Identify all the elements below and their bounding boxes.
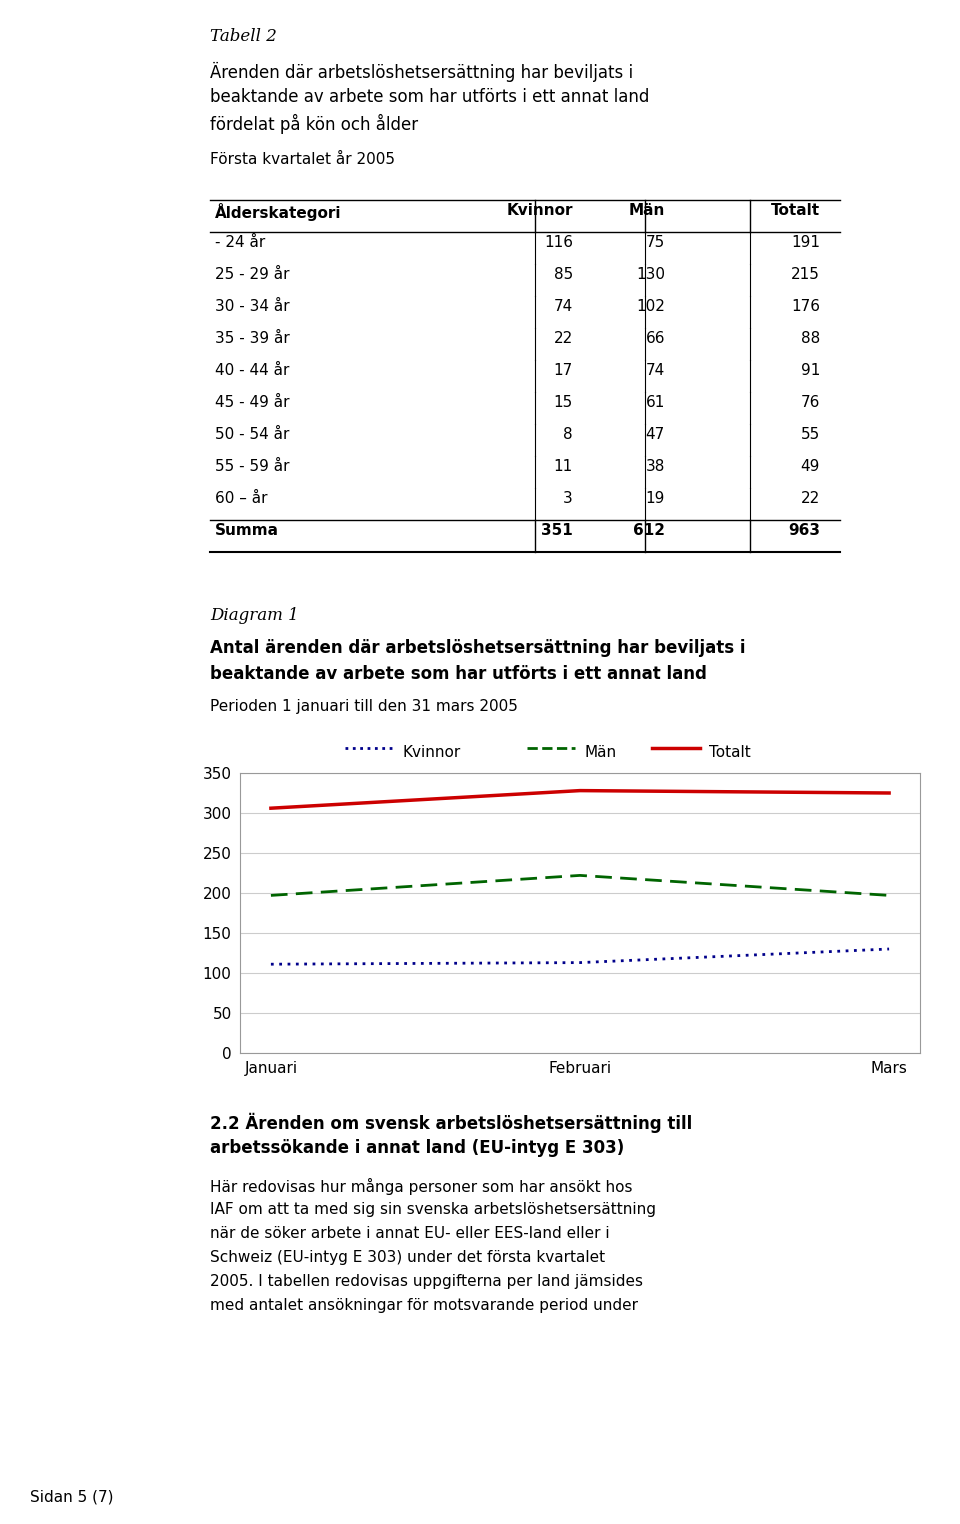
Text: 963: 963 [788, 523, 820, 538]
Text: 17: 17 [554, 363, 573, 378]
Text: 3: 3 [564, 491, 573, 506]
Text: Män: Män [629, 203, 665, 218]
Text: 75: 75 [646, 235, 665, 250]
Text: Kvinnor: Kvinnor [402, 745, 461, 760]
Text: 11: 11 [554, 459, 573, 474]
Text: - 24 år: - 24 år [215, 235, 265, 250]
Text: 76: 76 [801, 395, 820, 410]
Text: 45 - 49 år: 45 - 49 år [215, 395, 289, 410]
Text: 116: 116 [544, 235, 573, 250]
Text: 66: 66 [645, 331, 665, 346]
Text: Totalt: Totalt [709, 745, 751, 760]
Text: 91: 91 [801, 363, 820, 378]
Text: Sidan 5 (7): Sidan 5 (7) [30, 1490, 113, 1506]
Text: 191: 191 [791, 235, 820, 250]
Text: 88: 88 [801, 331, 820, 346]
Text: Summa: Summa [215, 523, 278, 538]
Text: 22: 22 [801, 491, 820, 506]
Text: Diagram 1: Diagram 1 [210, 607, 299, 623]
Text: när de söker arbete i annat EU- eller EES-land eller i: när de söker arbete i annat EU- eller EE… [210, 1225, 610, 1241]
Text: 85: 85 [554, 267, 573, 282]
Text: Schweiz (EU-intyg E 303) under det första kvartalet: Schweiz (EU-intyg E 303) under det först… [210, 1250, 605, 1265]
Text: Tabell 2: Tabell 2 [210, 27, 276, 46]
Text: Här redovisas hur många personer som har ansökt hos: Här redovisas hur många personer som har… [210, 1178, 633, 1195]
Text: Kvinnor: Kvinnor [507, 203, 573, 218]
Text: 60 – år: 60 – år [215, 491, 267, 506]
Text: 49: 49 [801, 459, 820, 474]
Text: med antalet ansökningar för motsvarande period under: med antalet ansökningar för motsvarande … [210, 1298, 638, 1314]
Text: Totalt: Totalt [771, 203, 820, 218]
Text: 351: 351 [541, 523, 573, 538]
Text: 38: 38 [646, 459, 665, 474]
Text: 215: 215 [791, 267, 820, 282]
Text: 130: 130 [636, 267, 665, 282]
Text: 61: 61 [646, 395, 665, 410]
Text: 102: 102 [636, 299, 665, 314]
Text: 40 - 44 år: 40 - 44 år [215, 363, 289, 378]
Text: 612: 612 [633, 523, 665, 538]
Text: 55: 55 [801, 427, 820, 442]
Text: 55 - 59 år: 55 - 59 år [215, 459, 289, 474]
Text: 35 - 39 år: 35 - 39 år [215, 331, 290, 346]
Text: Antal ärenden där arbetslöshetsersättning har beviljats i: Antal ärenden där arbetslöshetsersättnin… [210, 639, 746, 657]
Text: 22: 22 [554, 331, 573, 346]
Text: beaktande av arbete som har utförts i ett annat land: beaktande av arbete som har utförts i et… [210, 88, 649, 107]
Text: Första kvartalet år 2005: Första kvartalet år 2005 [210, 152, 395, 168]
Text: Män: Män [585, 745, 616, 760]
Text: 30 - 34 år: 30 - 34 år [215, 299, 289, 314]
Text: 25 - 29 år: 25 - 29 år [215, 267, 289, 282]
Text: Ärenden där arbetslöshetsersättning har beviljats i: Ärenden där arbetslöshetsersättning har … [210, 62, 634, 82]
Text: 47: 47 [646, 427, 665, 442]
Text: 15: 15 [554, 395, 573, 410]
Text: beaktande av arbete som har utförts i ett annat land: beaktande av arbete som har utförts i et… [210, 664, 707, 683]
Text: IAF om att ta med sig sin svenska arbetslöshetsersättning: IAF om att ta med sig sin svenska arbets… [210, 1202, 656, 1218]
Text: 50 - 54 år: 50 - 54 år [215, 427, 289, 442]
Text: 19: 19 [646, 491, 665, 506]
Text: 74: 74 [646, 363, 665, 378]
Text: Ålderskategori: Ålderskategori [215, 203, 342, 221]
Text: 2005. I tabellen redovisas uppgifterna per land jämsides: 2005. I tabellen redovisas uppgifterna p… [210, 1274, 643, 1289]
Text: Perioden 1 januari till den 31 mars 2005: Perioden 1 januari till den 31 mars 2005 [210, 700, 517, 715]
Text: 2.2 Ärenden om svensk arbetslöshetsersättning till: 2.2 Ärenden om svensk arbetslöshetsersät… [210, 1113, 692, 1134]
Text: arbetssökande i annat land (EU-intyg E 303): arbetssökande i annat land (EU-intyg E 3… [210, 1138, 624, 1157]
Text: 74: 74 [554, 299, 573, 314]
Text: 176: 176 [791, 299, 820, 314]
Text: 8: 8 [564, 427, 573, 442]
Text: fördelat på kön och ålder: fördelat på kön och ålder [210, 114, 419, 134]
